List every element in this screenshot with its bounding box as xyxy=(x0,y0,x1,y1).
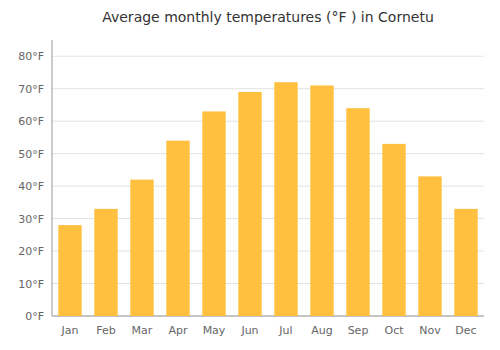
x-tick-label: Aug xyxy=(311,324,332,337)
x-tick-label: Jun xyxy=(240,324,258,337)
y-axis-line xyxy=(52,40,53,316)
y-tick-label: 40°F xyxy=(18,180,44,193)
x-tick-label: Nov xyxy=(419,324,441,337)
y-tick-label: 30°F xyxy=(18,213,44,226)
x-tick-label: Apr xyxy=(168,324,188,337)
bar xyxy=(310,85,333,316)
bar xyxy=(58,225,81,316)
title: Average monthly temperatures (°F ) in Co… xyxy=(102,9,434,25)
bar xyxy=(94,209,117,316)
y-tick-label: 60°F xyxy=(18,115,44,128)
bar xyxy=(130,180,153,316)
grid-line xyxy=(52,56,484,57)
x-tick-label: Mar xyxy=(132,324,153,337)
y-tick-label: 50°F xyxy=(18,148,44,161)
bar xyxy=(346,108,369,316)
bar xyxy=(382,144,405,316)
x-tick-label: Feb xyxy=(96,324,115,337)
y-tick-label: 80°F xyxy=(18,50,44,63)
x-tick-label: Dec xyxy=(455,324,476,337)
bars xyxy=(58,82,477,316)
grid xyxy=(52,56,484,316)
x-tick-label: Sep xyxy=(348,324,369,337)
grid-line xyxy=(52,88,484,89)
x-tick-label: Oct xyxy=(384,324,404,337)
grid-line xyxy=(52,153,484,154)
bar xyxy=(166,141,189,316)
grid-line xyxy=(52,121,484,122)
y-tick-label: 10°F xyxy=(18,278,44,291)
x-tick-label: Jul xyxy=(278,324,292,337)
chart: Average monthly temperatures (°F ) in Co… xyxy=(0,0,500,350)
x-tick-label: Jan xyxy=(61,324,79,337)
bar xyxy=(238,92,261,316)
y-tick-label: 70°F xyxy=(18,83,44,96)
bar xyxy=(274,82,297,316)
y-tick-label: 20°F xyxy=(18,245,44,258)
bar xyxy=(418,176,441,316)
bar xyxy=(202,111,225,316)
y-tick-label: 0°F xyxy=(25,310,44,323)
bar xyxy=(454,209,477,316)
x-tick-label: May xyxy=(203,324,226,337)
